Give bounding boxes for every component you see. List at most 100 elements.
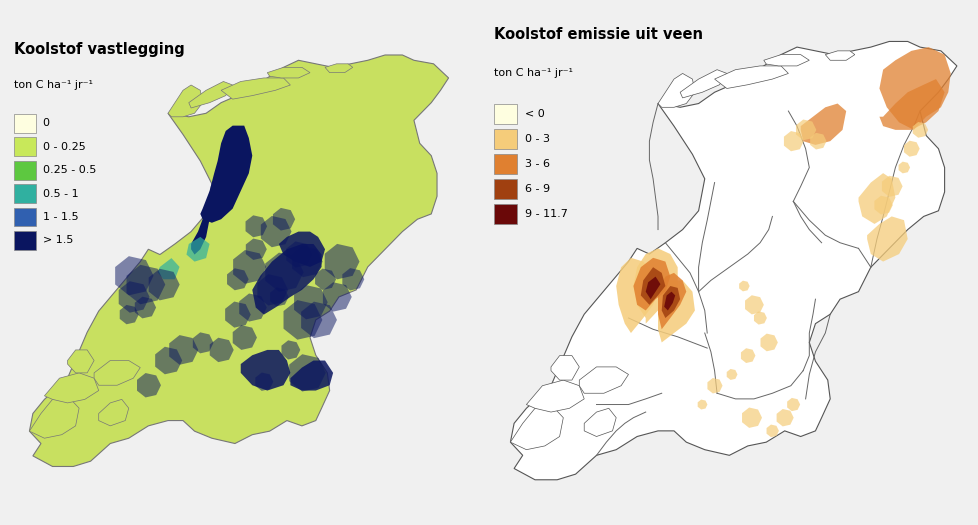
Bar — [494, 179, 516, 199]
Polygon shape — [168, 85, 202, 117]
Polygon shape — [281, 340, 300, 360]
Polygon shape — [615, 258, 657, 333]
Polygon shape — [193, 332, 213, 353]
Polygon shape — [118, 281, 150, 313]
Polygon shape — [881, 176, 902, 197]
Polygon shape — [67, 350, 94, 373]
Text: Koolstof emissie uit veen: Koolstof emissie uit veen — [494, 27, 702, 43]
Polygon shape — [867, 216, 907, 261]
Polygon shape — [657, 280, 694, 342]
Polygon shape — [135, 297, 156, 318]
Bar — [15, 231, 36, 250]
Polygon shape — [273, 208, 294, 230]
Polygon shape — [99, 400, 128, 426]
Polygon shape — [290, 361, 333, 391]
Bar — [15, 138, 36, 156]
Polygon shape — [786, 398, 799, 411]
Text: 0 - 3: 0 - 3 — [524, 134, 549, 144]
Polygon shape — [286, 242, 312, 268]
Polygon shape — [257, 274, 288, 306]
Polygon shape — [824, 51, 854, 60]
Polygon shape — [795, 120, 816, 140]
Polygon shape — [137, 373, 160, 397]
Polygon shape — [763, 55, 809, 66]
Polygon shape — [579, 367, 628, 393]
Polygon shape — [233, 325, 256, 350]
Text: 3 - 6: 3 - 6 — [524, 159, 549, 169]
Polygon shape — [325, 64, 352, 72]
Polygon shape — [657, 74, 694, 107]
Polygon shape — [873, 196, 892, 215]
Polygon shape — [858, 173, 895, 224]
Polygon shape — [898, 162, 910, 173]
Polygon shape — [680, 70, 726, 98]
Polygon shape — [551, 355, 579, 380]
Polygon shape — [241, 350, 290, 391]
Polygon shape — [227, 268, 248, 290]
Text: < 0: < 0 — [524, 109, 544, 119]
Polygon shape — [200, 125, 252, 223]
Polygon shape — [878, 79, 944, 130]
Polygon shape — [740, 348, 755, 363]
Polygon shape — [744, 295, 763, 314]
Polygon shape — [810, 133, 825, 150]
Polygon shape — [714, 66, 787, 89]
Polygon shape — [760, 333, 778, 351]
Polygon shape — [126, 265, 165, 304]
Polygon shape — [115, 256, 154, 296]
Polygon shape — [783, 131, 803, 151]
Polygon shape — [252, 244, 321, 314]
Polygon shape — [657, 273, 686, 329]
Polygon shape — [255, 373, 273, 391]
Polygon shape — [186, 237, 209, 261]
Polygon shape — [633, 258, 670, 310]
Polygon shape — [510, 405, 562, 450]
Text: 0.25 - 0.5: 0.25 - 0.5 — [43, 165, 96, 175]
Polygon shape — [119, 305, 139, 324]
Polygon shape — [267, 67, 310, 78]
Text: 0: 0 — [43, 118, 50, 128]
Bar — [494, 129, 516, 149]
Polygon shape — [911, 122, 927, 138]
Polygon shape — [766, 425, 778, 437]
Polygon shape — [293, 285, 328, 319]
Text: 9 - 11.7: 9 - 11.7 — [524, 209, 567, 219]
Text: 0.5 - 1: 0.5 - 1 — [43, 188, 78, 198]
Polygon shape — [94, 361, 140, 385]
Polygon shape — [800, 103, 845, 145]
Polygon shape — [641, 267, 665, 305]
Bar — [15, 207, 36, 226]
Polygon shape — [191, 196, 214, 255]
Polygon shape — [526, 380, 584, 412]
Polygon shape — [323, 282, 351, 312]
Polygon shape — [239, 293, 267, 322]
Bar — [15, 114, 36, 133]
Polygon shape — [29, 396, 79, 438]
Text: 1 - 1.5: 1 - 1.5 — [43, 212, 78, 222]
Polygon shape — [279, 232, 325, 267]
Polygon shape — [697, 400, 707, 410]
Polygon shape — [645, 277, 660, 299]
Polygon shape — [169, 335, 199, 365]
Polygon shape — [225, 301, 250, 328]
Polygon shape — [245, 215, 267, 237]
Polygon shape — [270, 288, 289, 307]
Bar — [494, 154, 516, 174]
Polygon shape — [291, 246, 323, 277]
Text: > 1.5: > 1.5 — [43, 235, 73, 245]
Polygon shape — [221, 78, 290, 99]
Polygon shape — [661, 286, 680, 318]
Polygon shape — [584, 408, 615, 436]
Polygon shape — [315, 269, 335, 290]
Bar — [15, 161, 36, 180]
Polygon shape — [707, 378, 722, 393]
Polygon shape — [260, 216, 291, 247]
Text: Koolstof vastlegging: Koolstof vastlegging — [15, 42, 185, 57]
Polygon shape — [265, 253, 303, 292]
Polygon shape — [738, 281, 749, 291]
Polygon shape — [726, 369, 736, 380]
Bar — [15, 184, 36, 203]
Polygon shape — [342, 268, 364, 290]
Polygon shape — [233, 250, 266, 284]
Text: ton C ha⁻¹ jr⁻¹: ton C ha⁻¹ jr⁻¹ — [15, 80, 93, 90]
